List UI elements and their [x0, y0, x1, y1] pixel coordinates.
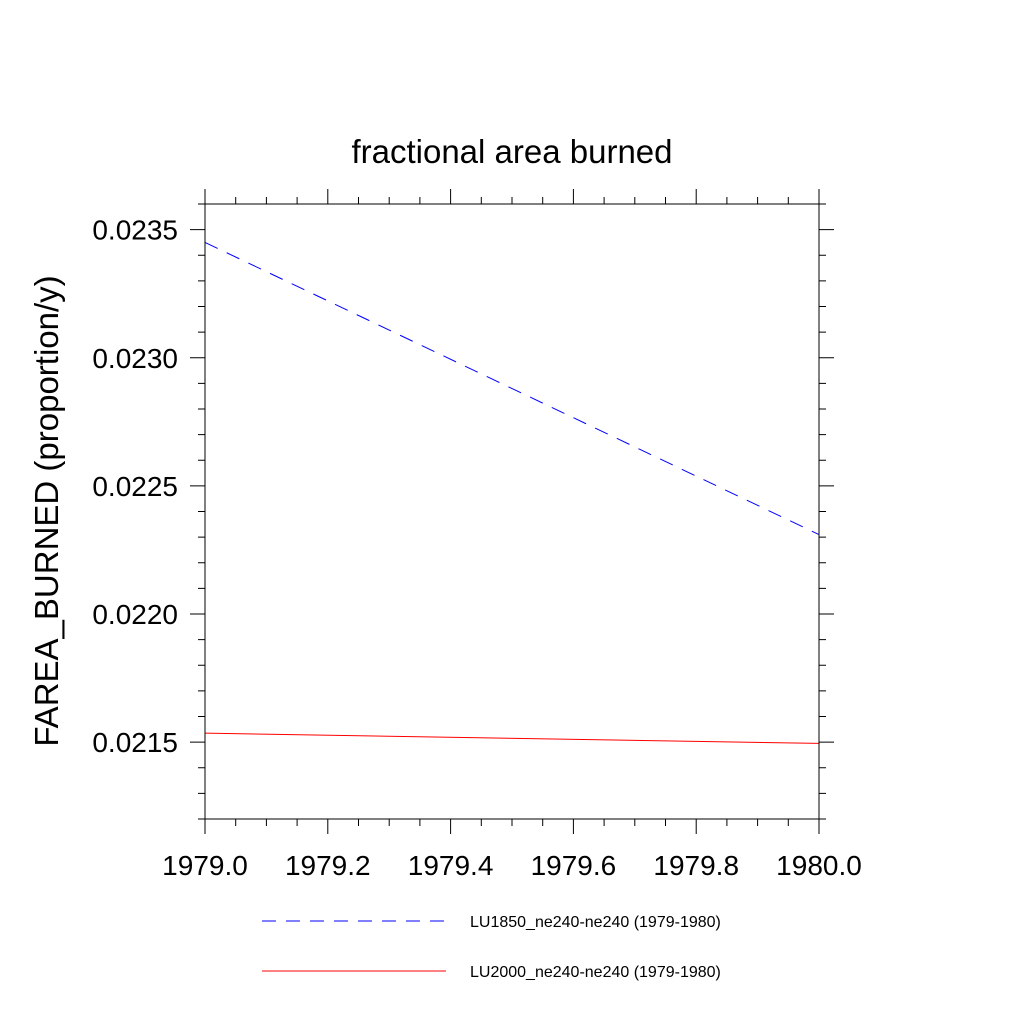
y-tick-label: 0.0215 [92, 727, 178, 758]
series-line-1 [204, 241, 820, 536]
x-tick-label: 1979.2 [285, 850, 371, 881]
legend-label-2: LU2000_ne240-ne240 (1979-1980) [470, 964, 721, 981]
legend-label-1: LU1850_ne240-ne240 (1979-1980) [470, 914, 721, 931]
y-axis-label: FAREA_BURNED (proportion/y) [28, 275, 65, 746]
tick-labels: 1979.0 1979.2 1979.4 1979.6 1979.8 1980.0 0.02… [92, 215, 861, 881]
y-tick-label: 0.0230 [92, 343, 178, 374]
plot-frame [204, 203, 820, 820]
x-tick-label: 1979.4 [408, 850, 494, 881]
series-line-2 [204, 732, 820, 744]
x-tick-label: 1979.6 [531, 850, 617, 881]
x-tick-label: 1979.8 [653, 850, 739, 881]
y-tick-label: 0.0225 [92, 471, 178, 502]
y-tick-label: 0.0235 [92, 215, 178, 246]
chart-title: fractional area burned [351, 133, 672, 170]
x-tick-label: 1979.0 [162, 850, 248, 881]
x-tick-label: 1980.0 [776, 850, 862, 881]
axis-ticks [190, 189, 834, 834]
y-tick-label: 0.0220 [92, 599, 178, 630]
legend: LU1850_ne240-ne240 (1979-1980) LU2000_ne2… [262, 914, 721, 981]
series-group [204, 241, 820, 744]
